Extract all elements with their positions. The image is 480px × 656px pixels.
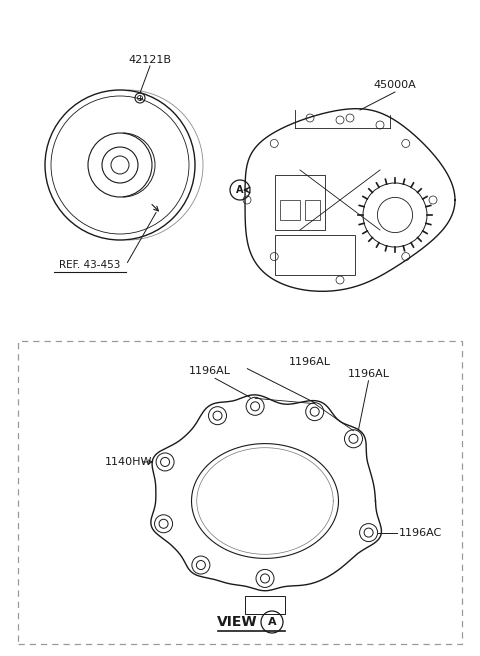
Bar <box>280 200 300 220</box>
Text: 1140HW: 1140HW <box>105 457 153 467</box>
Text: 1196AL: 1196AL <box>288 357 331 367</box>
Text: 1196AC: 1196AC <box>398 527 442 538</box>
Text: 45000A: 45000A <box>373 80 416 90</box>
Text: VIEW: VIEW <box>217 615 258 629</box>
Bar <box>275 175 325 230</box>
Text: A: A <box>236 185 244 195</box>
Bar <box>18 341 462 644</box>
Text: A: A <box>268 617 276 627</box>
Text: REF. 43-453: REF. 43-453 <box>60 260 120 270</box>
Bar <box>245 596 285 614</box>
Bar <box>275 235 355 275</box>
Bar <box>305 200 320 220</box>
Text: 42121B: 42121B <box>129 55 171 65</box>
Text: 1196AL: 1196AL <box>348 369 389 379</box>
Text: 1196AL: 1196AL <box>189 366 231 377</box>
